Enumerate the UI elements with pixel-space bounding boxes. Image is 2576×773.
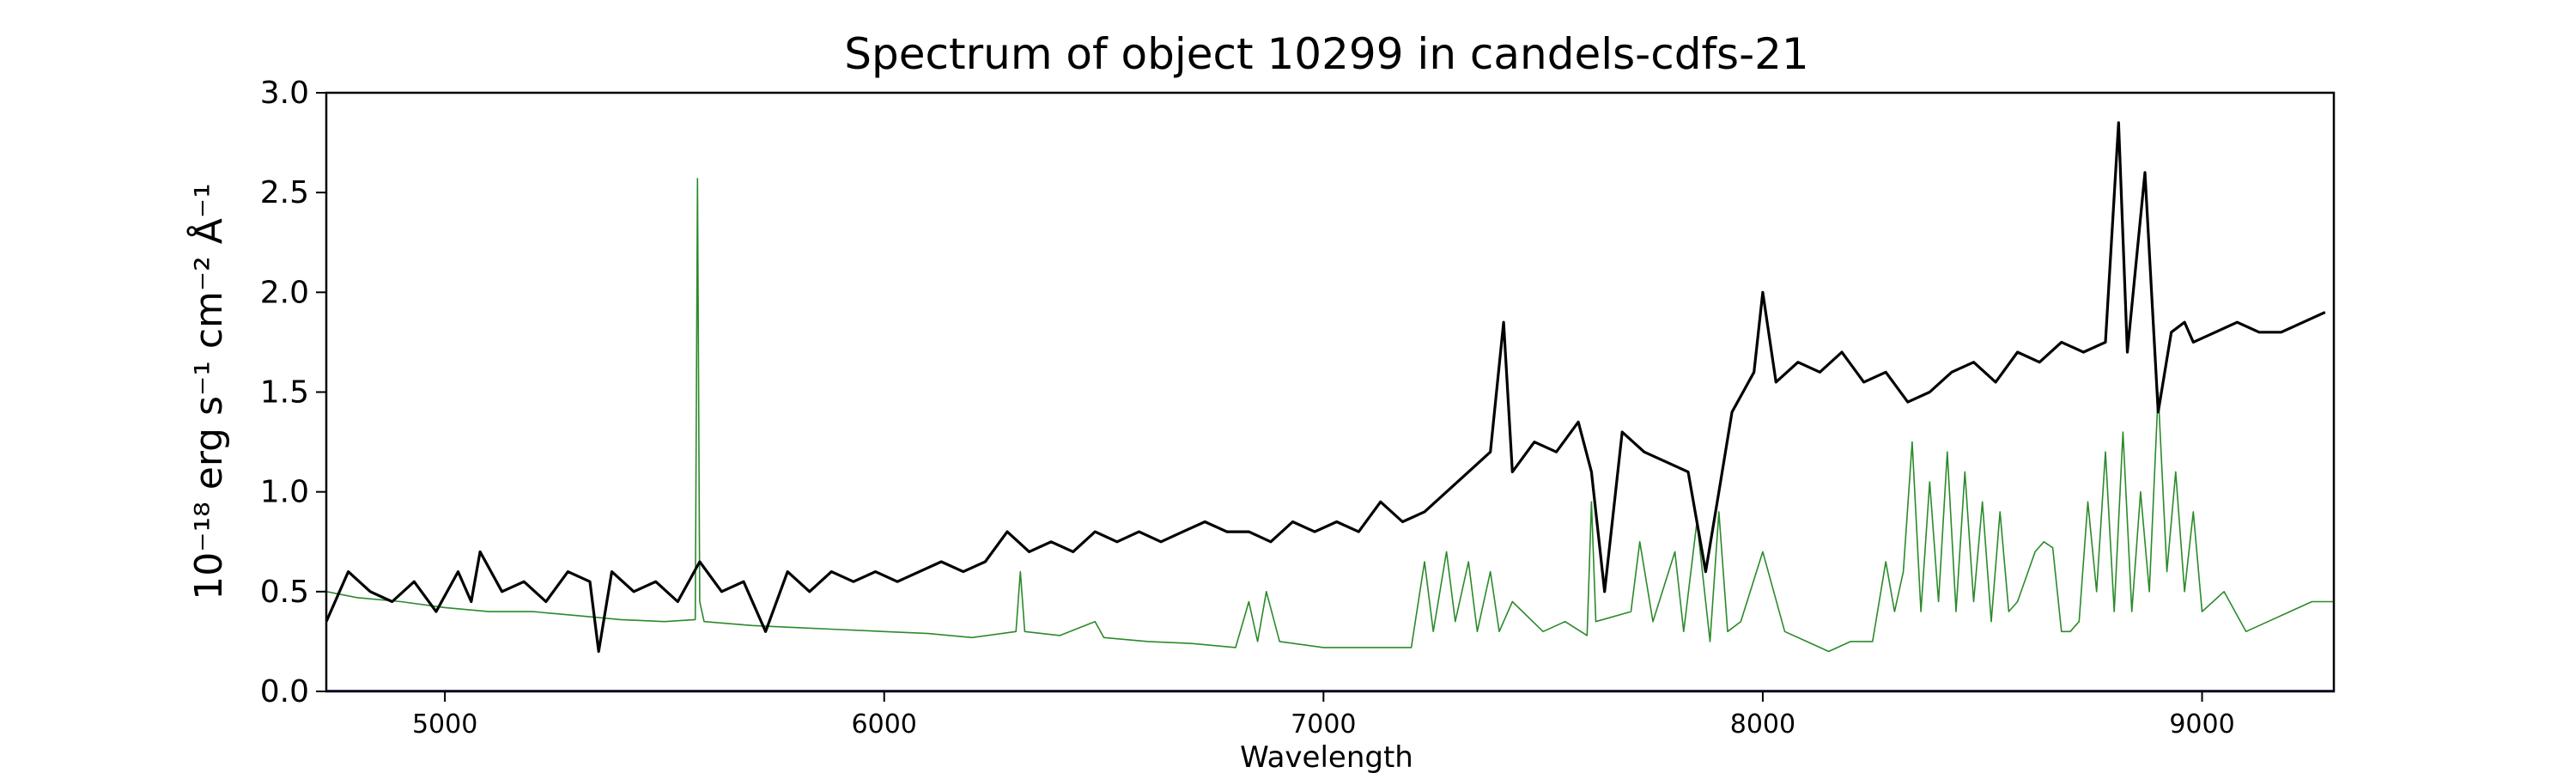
y-tick-label: 0.0 [260, 674, 309, 709]
y-tick-label: 1.5 [260, 375, 309, 411]
x-tick-label: 9000 [2169, 709, 2234, 740]
axes: 0.0 0.5 1.0 1.5 2.0 2.5 3.0 5000 6000 7000 8000 900… [260, 76, 2336, 740]
plot-frame [325, 91, 2336, 693]
x-tick-label: 5000 [412, 709, 477, 740]
y-tick-label: 0.5 [260, 575, 309, 610]
chart-title: Spectrum of object 10299 in candels-cdfs… [844, 29, 1809, 79]
x-tick-label: 6000 [852, 709, 917, 740]
y-axis-label: 10⁻¹⁸ erg s⁻¹ cm⁻² Å⁻¹ [185, 183, 231, 600]
x-tick-label: 7000 [1291, 709, 1356, 740]
series-line-error [326, 178, 2334, 653]
y-tick-label: 2.5 [260, 175, 309, 210]
y-tick-label: 1.0 [260, 475, 309, 510]
plot-area [326, 121, 2334, 691]
y-tick-label: 2.0 [260, 275, 309, 310]
series-line-flux [326, 121, 2326, 654]
x-axis-label: Wavelength [1240, 740, 1413, 773]
x-tick-label: 8000 [1730, 709, 1795, 740]
y-tick-label: 3.0 [260, 76, 309, 111]
